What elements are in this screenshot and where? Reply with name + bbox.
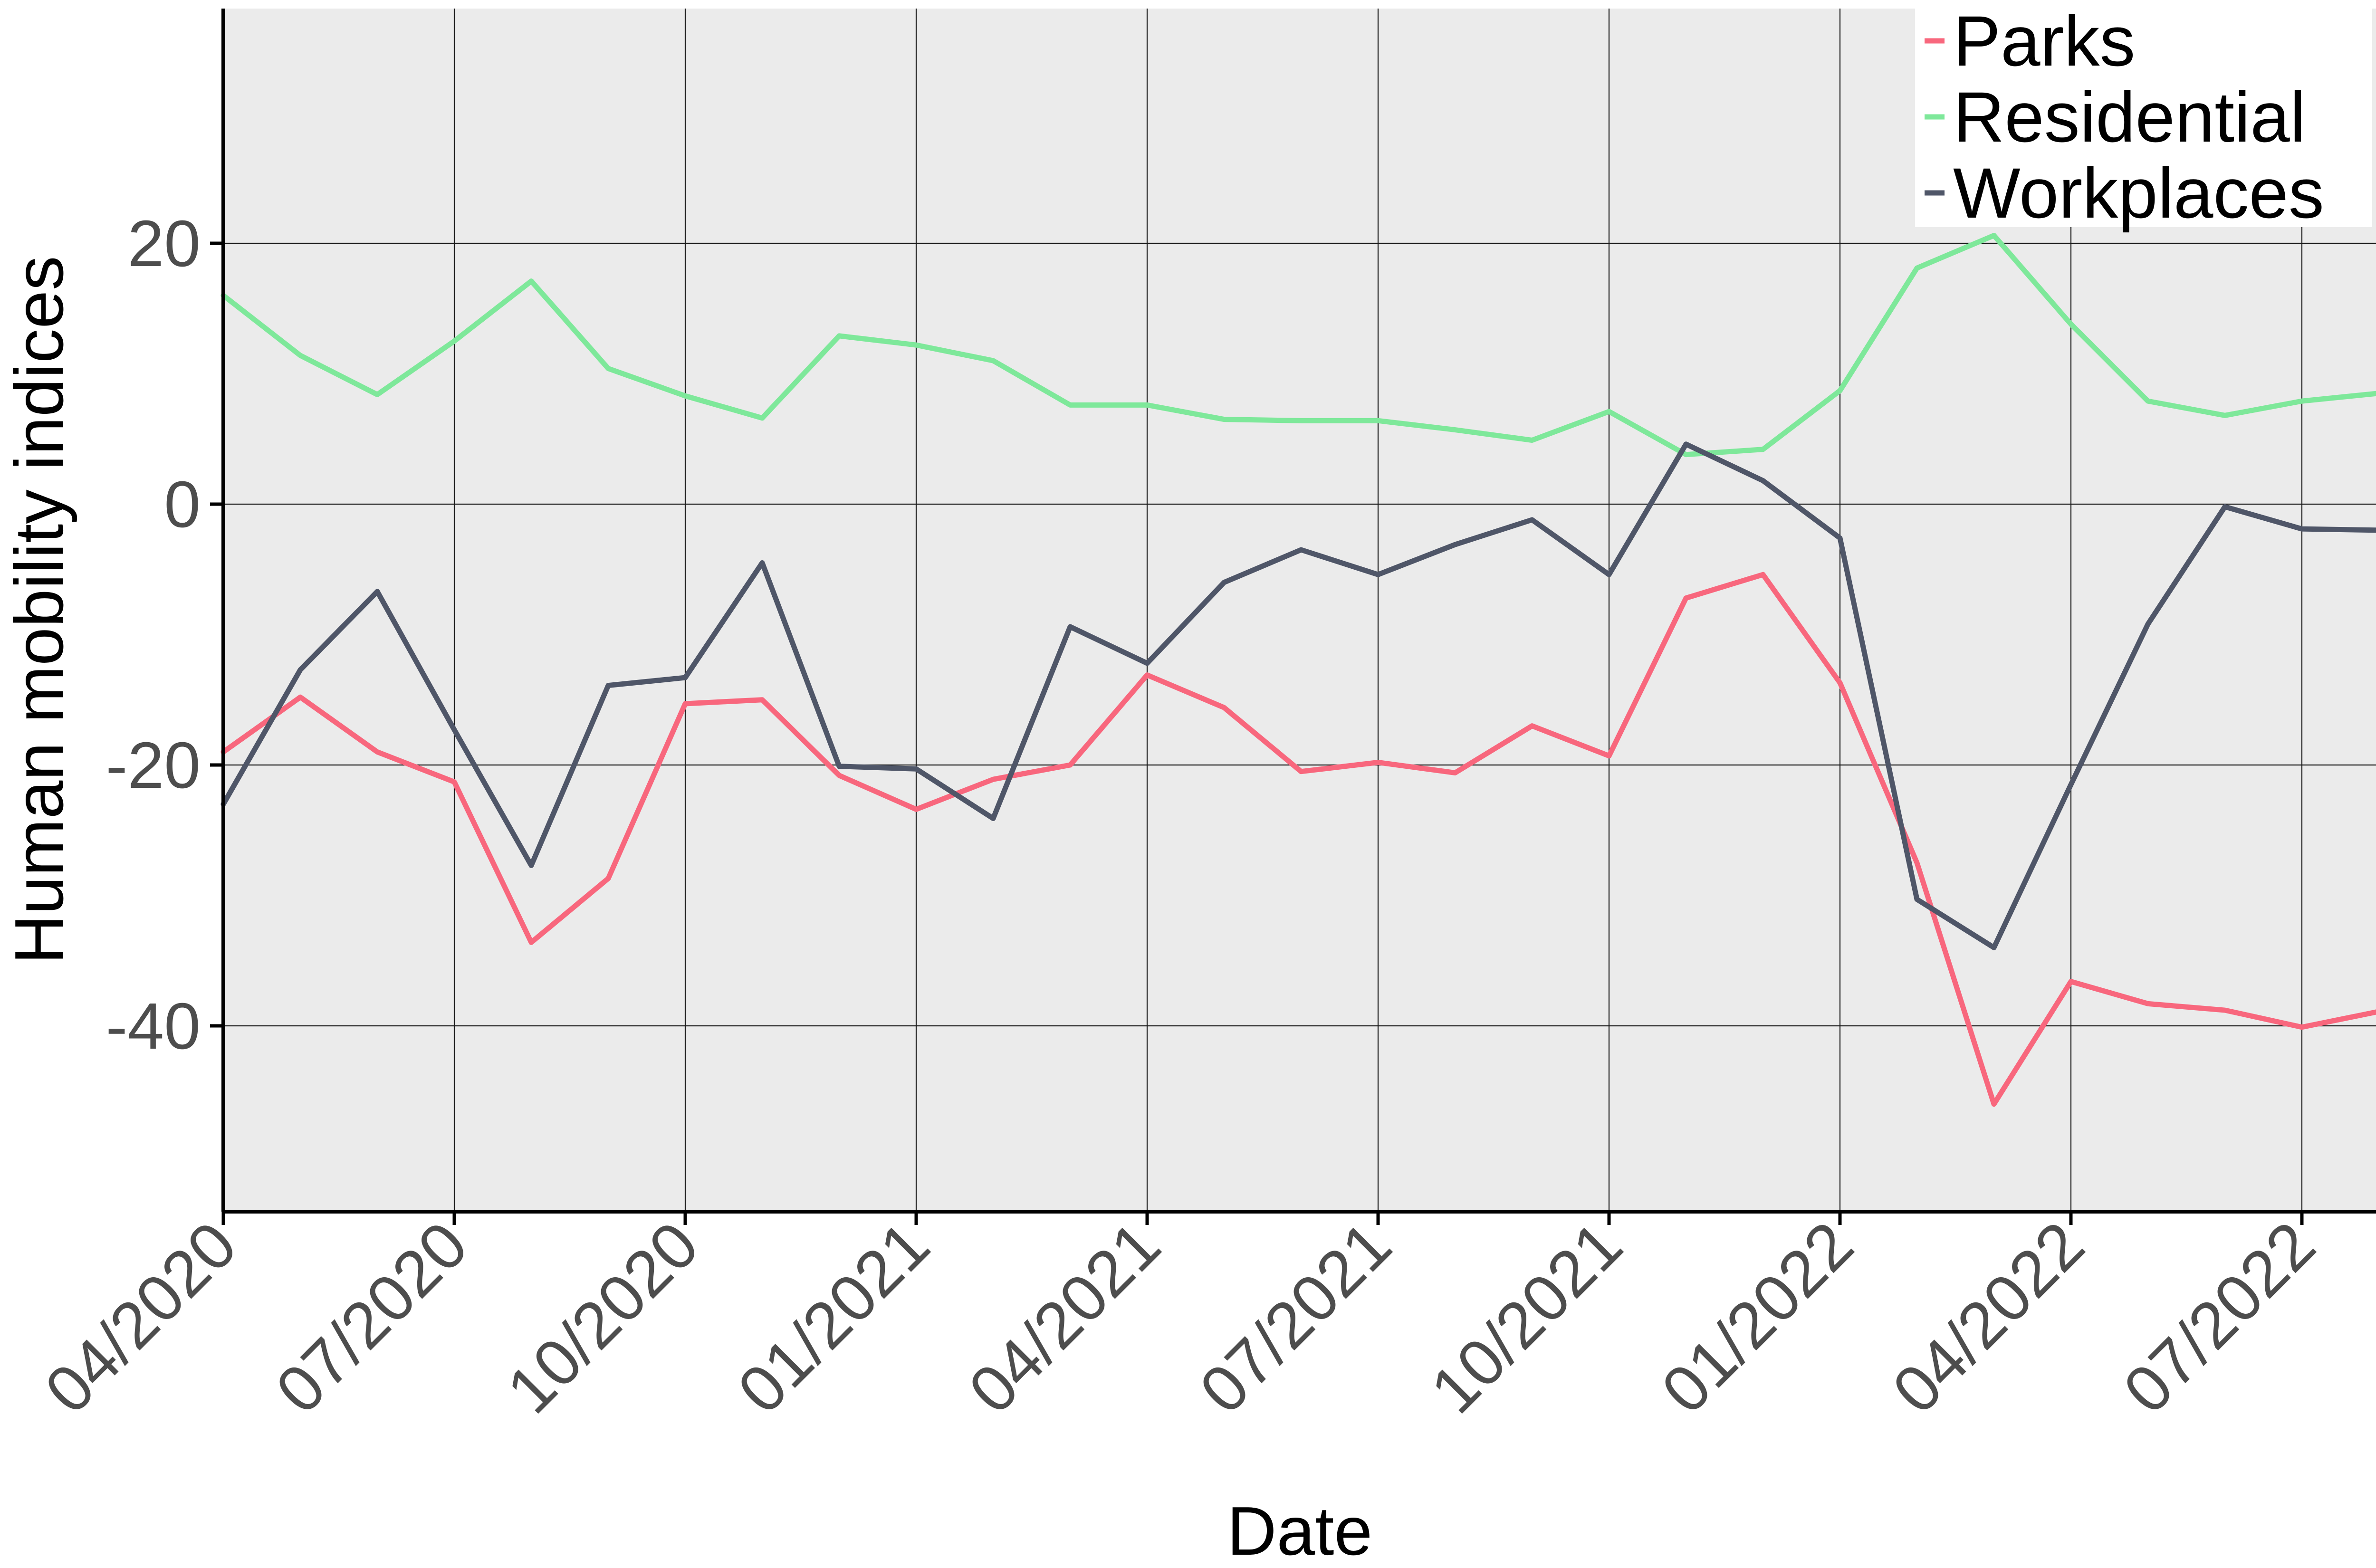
y-tick-label: 0	[164, 468, 201, 541]
series-line-residential	[220, 233, 2376, 458]
legend-label-workplaces: Workplaces	[1953, 153, 2324, 233]
x-tick-label: 04/2021	[955, 1208, 1175, 1427]
x-tick-label: 10/2020	[493, 1208, 713, 1427]
legend-label-residential: Residential	[1953, 77, 2306, 157]
legend-label-parks: Parks	[1953, 1, 2135, 81]
x-tick-label: 04/2022	[1879, 1208, 2098, 1427]
axes	[210, 9, 2376, 1225]
x-tick-label: 07/2021	[1186, 1208, 1406, 1427]
x-tick-label: 01/2021	[724, 1208, 944, 1427]
y-tick-label: -40	[106, 990, 201, 1063]
x-tick-label: 01/2022	[1648, 1208, 1868, 1427]
y-tick-label: -20	[106, 729, 201, 802]
y-tick-label: 20	[128, 207, 201, 280]
x-tick-label: 07/2020	[262, 1208, 482, 1427]
x-tick-label: 10/2021	[1417, 1208, 1637, 1427]
y-axis-title: Human mobility indices	[0, 256, 77, 965]
x-tick-label: 04/2020	[31, 1208, 251, 1427]
series-line-workplaces	[220, 441, 2376, 950]
legend-box	[1915, 4, 2372, 227]
gridlines	[222, 9, 2376, 1212]
x-axis-title: Date	[1227, 1492, 1372, 1568]
series-lines	[220, 233, 2376, 1107]
series-line-parks	[220, 572, 2376, 1107]
x-tick-label: 07/2022	[2110, 1208, 2329, 1427]
